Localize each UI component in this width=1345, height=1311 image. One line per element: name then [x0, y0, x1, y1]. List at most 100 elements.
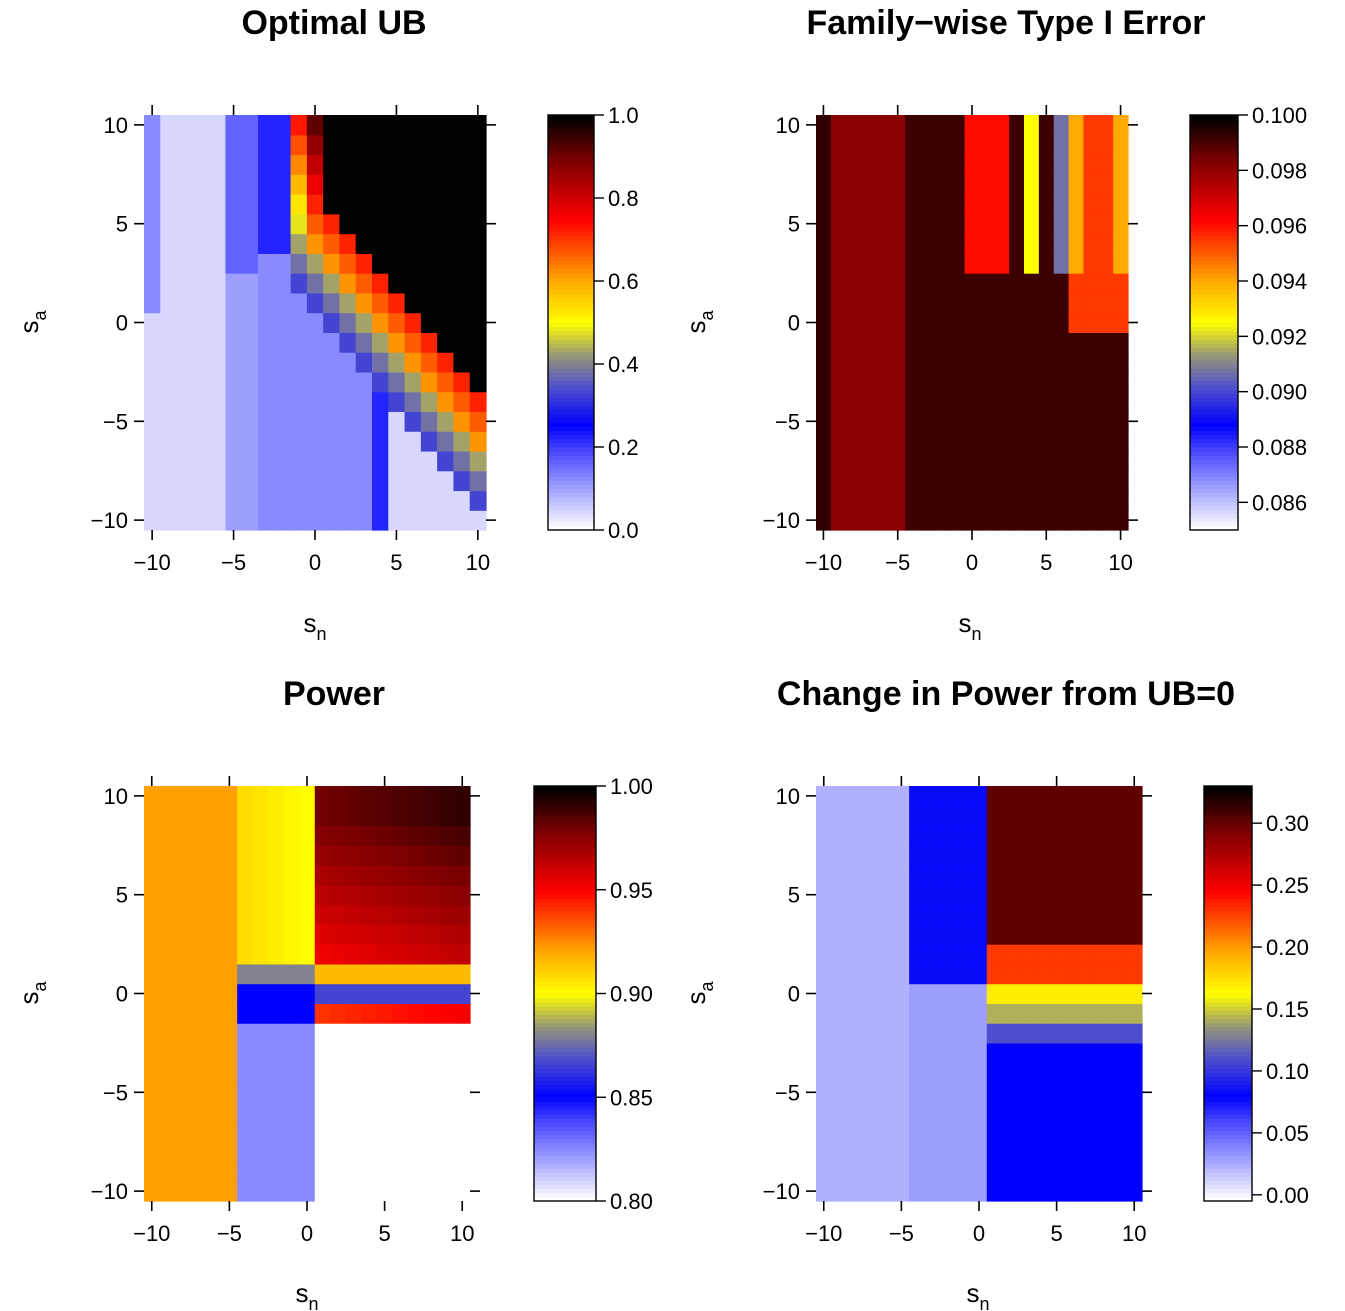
colorbar-step — [548, 156, 594, 162]
colorbar-step — [534, 1192, 596, 1198]
heatmap-cell — [816, 1141, 833, 1163]
heatmap-cell — [388, 233, 406, 254]
heatmap-cell — [949, 490, 966, 511]
heatmap-cell — [955, 786, 972, 807]
heatmap-cell — [831, 845, 848, 866]
heatmap-cell — [453, 431, 471, 452]
heatmap-cell — [144, 845, 161, 866]
heatmap-cell — [1048, 1121, 1065, 1143]
heatmap-cell — [345, 1102, 362, 1123]
heatmap-cell — [934, 391, 951, 413]
heatmap-cell — [1002, 825, 1019, 846]
colorbar-step — [534, 927, 596, 932]
colorbar-step — [548, 455, 594, 461]
heatmap-cell — [1024, 273, 1040, 294]
heatmap-cell — [469, 273, 487, 294]
heatmap-cell — [924, 805, 941, 827]
colorbar-step — [548, 509, 594, 514]
heatmap-cell — [860, 213, 877, 235]
colorbar-step — [1204, 1010, 1252, 1015]
colorbar-step — [534, 964, 596, 970]
heatmap-cell — [875, 194, 891, 215]
heatmap-cell — [875, 470, 891, 492]
heatmap-cell — [209, 134, 227, 156]
colorbar-step — [1204, 815, 1252, 820]
heatmap-cell — [845, 431, 862, 452]
heatmap-cell — [268, 1161, 285, 1182]
heatmap-cell — [299, 1121, 316, 1143]
heatmap-cell — [355, 292, 373, 314]
heatmap-cell — [1002, 1102, 1019, 1123]
colorbar-step — [534, 1080, 596, 1086]
heatmap-cell — [423, 825, 440, 846]
heatmap-cell — [423, 805, 440, 827]
heatmap-cell — [221, 865, 238, 886]
colorbar-step — [548, 144, 594, 149]
heatmap-cell — [423, 963, 440, 985]
heatmap-cell — [890, 253, 906, 274]
heatmap-cell — [437, 174, 455, 195]
heatmap-cell — [862, 963, 879, 985]
heatmap-cell — [225, 411, 243, 432]
heatmap-cell — [878, 825, 895, 846]
colorbar-step — [534, 885, 596, 891]
heatmap-cell — [1110, 805, 1128, 827]
heatmap-cell — [1068, 312, 1085, 333]
colorbar-step — [548, 380, 594, 386]
heatmap-cell — [1113, 194, 1129, 215]
heatmap-cell — [221, 1003, 238, 1024]
heatmap-cell — [175, 1181, 192, 1202]
colorbar-step — [548, 181, 594, 187]
heatmap-cell — [890, 371, 906, 393]
heatmap-cell — [372, 371, 389, 393]
heatmap-cell — [306, 371, 324, 393]
heatmap-cell — [290, 352, 308, 373]
heatmap-cell — [160, 450, 178, 472]
heatmap-cell — [1024, 154, 1040, 175]
heatmap-cell — [258, 273, 275, 294]
heatmap-cell — [862, 1062, 879, 1084]
heatmap-cell — [893, 1141, 910, 1163]
heatmap-cell — [437, 332, 455, 353]
heatmap-cell — [878, 1042, 895, 1064]
heatmap-cell — [376, 904, 393, 925]
heatmap-cell — [1038, 490, 1055, 511]
colorbar-step — [548, 417, 594, 423]
heatmap-cell — [971, 1102, 988, 1123]
colorbar-step — [1190, 484, 1238, 490]
heatmap-cell — [345, 865, 362, 886]
heatmap-cell — [323, 312, 341, 333]
heatmap-cell — [979, 154, 995, 175]
heatmap-cell — [144, 510, 161, 531]
heatmap-cell — [940, 1141, 957, 1163]
heatmap-cell — [979, 411, 995, 432]
heatmap-cell — [1009, 194, 1025, 215]
heatmap-cell — [283, 786, 300, 807]
colorbar-step — [1204, 964, 1252, 970]
heatmap-cell — [330, 1141, 347, 1163]
heatmap-cell — [1064, 1003, 1081, 1024]
heatmap-cell — [1024, 450, 1040, 472]
heatmap-cell — [934, 292, 951, 314]
heatmap-cell — [388, 411, 406, 432]
heatmap-cell — [388, 470, 406, 492]
colorbar-tick-label: 0.10 — [1266, 1059, 1309, 1084]
heatmap-cell — [225, 371, 243, 393]
heatmap-cell — [924, 963, 941, 985]
heatmap-cell — [290, 194, 308, 215]
heatmap-cell — [1064, 1121, 1081, 1143]
colorbar-step — [548, 521, 594, 527]
heatmap-cell — [934, 411, 951, 432]
heatmap-cell — [893, 1042, 910, 1064]
heatmap-cell — [847, 825, 864, 846]
heatmap-cell — [1064, 786, 1081, 807]
colorbar-step — [534, 1101, 596, 1107]
heatmap-cell — [388, 154, 406, 175]
heatmap-cell — [392, 1181, 409, 1202]
colorbar-step — [534, 1047, 596, 1053]
heatmap-cell — [407, 983, 425, 1004]
heatmap-cell — [159, 1141, 176, 1163]
heatmap-cell — [192, 292, 210, 314]
heatmap-cell — [934, 371, 951, 393]
x-tick-label: 0 — [309, 550, 321, 575]
